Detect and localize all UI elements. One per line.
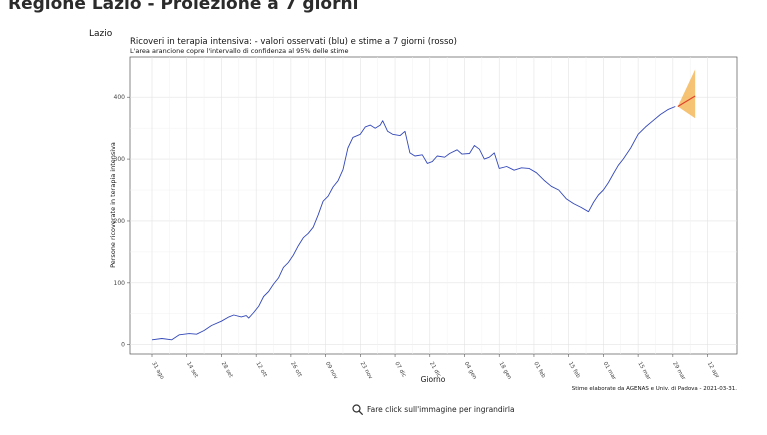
x-tick-label: 15 feb xyxy=(567,361,581,380)
confidence-band xyxy=(677,69,696,119)
x-tick-label: 31 ago xyxy=(150,361,165,381)
y-axis-label: Persone ricoverate in terapia intensiva xyxy=(109,142,117,268)
series-lines xyxy=(151,95,696,341)
x-tick-label: 14 set xyxy=(185,361,199,380)
chart-caption: Stime elaborate da AGENAS e Univ. di Pad… xyxy=(572,386,737,392)
y-axis: 0 100 200 300 400 xyxy=(114,94,130,349)
y-tick-label: 400 xyxy=(114,94,126,101)
x-tick-label: 18 gen xyxy=(497,361,512,381)
x-tick-label: 01 mar xyxy=(602,361,617,382)
zoom-hint-text: Fare click sull'immagine per ingrandirla xyxy=(367,405,515,414)
observed-series-line xyxy=(151,106,676,341)
x-tick-label: 29 mar xyxy=(671,361,686,382)
x-tick-label: 28 set xyxy=(220,361,234,380)
x-tick-label: 26 ott xyxy=(289,361,303,379)
estimate-series-line xyxy=(677,95,696,107)
x-tick-label: 15 mar xyxy=(636,361,651,382)
magnifier-icon xyxy=(352,404,363,415)
x-tick-label: 09 nov xyxy=(324,361,339,381)
grid xyxy=(130,57,737,354)
y-tick-label: 0 xyxy=(121,342,125,349)
y-tick-label: 100 xyxy=(114,280,126,287)
zoom-hint[interactable]: Fare click sull'immagine per ingrandirla xyxy=(352,404,515,415)
page-title: Regione Lazio - Proiezione a 7 giorni xyxy=(8,0,359,14)
x-tick-label: 23 nov xyxy=(359,361,374,381)
confidence-band-group xyxy=(677,69,696,119)
x-tick-label: 04 gen xyxy=(463,361,478,381)
chart[interactable]: Ricoveri in terapia intensiva: - valori … xyxy=(0,0,767,400)
x-tick-label: 12 ott xyxy=(254,361,268,379)
y-tick-label: 200 xyxy=(114,218,126,225)
region-label: Lazio xyxy=(89,29,113,39)
x-axis-label: Giorno xyxy=(421,375,446,384)
x-tick-label: 12 apr xyxy=(706,361,721,380)
x-tick-label: 07 dic xyxy=(393,361,407,379)
y-tick-label: 300 xyxy=(114,156,126,163)
x-tick-label: 01 feb xyxy=(532,361,546,380)
chart-subtitle: L'area arancione copre l'intervallo di c… xyxy=(130,47,348,55)
plot-panel xyxy=(129,56,738,355)
chart-title: Ricoveri in terapia intensiva: - valori … xyxy=(130,37,457,47)
